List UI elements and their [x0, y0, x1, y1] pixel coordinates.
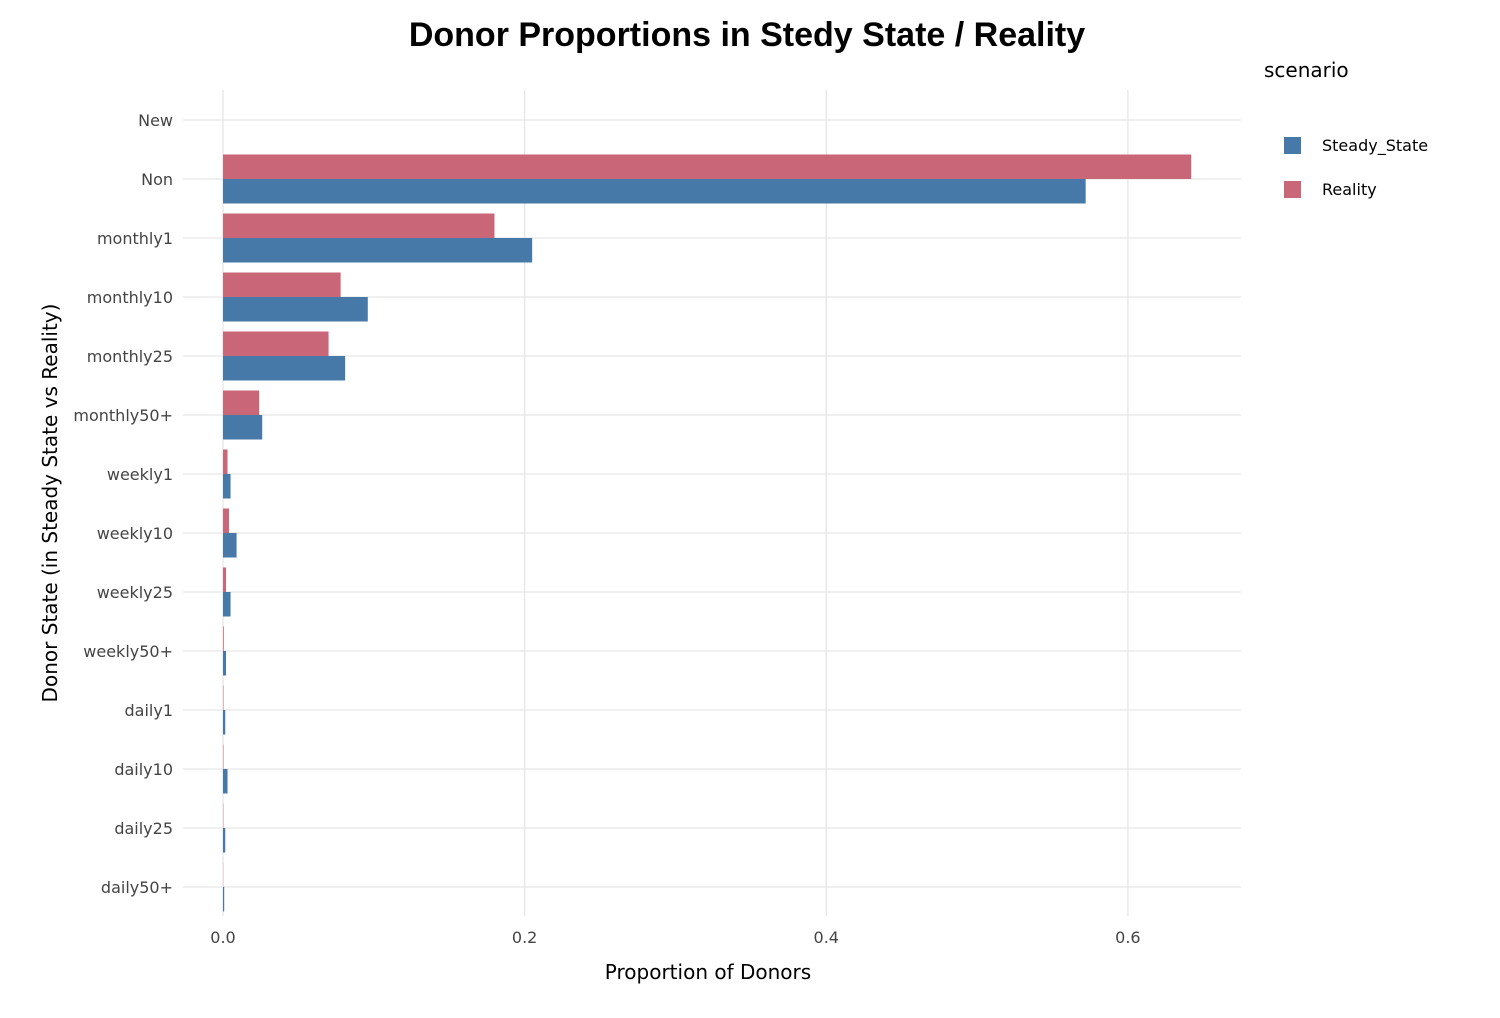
y-tick-label: monthly25 [87, 347, 173, 366]
y-tick-label: weekly50+ [83, 642, 173, 661]
y-tick-label: Non [141, 170, 173, 189]
bar-steady-state-daily50plus [223, 887, 225, 912]
bars [223, 154, 1192, 912]
x-axis-title: Proportion of Donors [605, 960, 811, 984]
legend-swatch-reality [1284, 181, 1301, 198]
bar-steady-state-monthly10 [223, 297, 368, 322]
x-tick-label: 0.2 [512, 928, 537, 947]
y-tick-label: weekly25 [97, 583, 173, 602]
y-tick-label: weekly1 [107, 465, 173, 484]
legend-swatch-steady-state [1284, 137, 1301, 154]
bar-steady-state-monthly50plus [223, 415, 263, 440]
y-axis-tick-labels: New Non monthly1 monthly10 monthly25 monthly5… [73, 111, 173, 897]
x-tick-label: 0.0 [210, 928, 235, 947]
y-tick-label: monthly1 [97, 229, 173, 248]
y-tick-label: daily25 [114, 819, 173, 838]
bar-steady-state-weekly25 [223, 592, 231, 617]
bar-steady-state-monthly25 [223, 356, 346, 381]
y-tick-label: daily1 [125, 701, 174, 720]
y-tick-label: monthly50+ [73, 406, 173, 425]
bar-reality-monthly10 [223, 272, 341, 297]
bar-reality-weekly25 [223, 567, 227, 592]
legend-items: Steady_State Reality [1284, 136, 1428, 199]
y-tick-label: daily50+ [101, 878, 173, 897]
bar-steady-state-monthly1 [223, 238, 533, 263]
bar-reality-Non [223, 154, 1192, 179]
x-axis-tick-labels: 0.0 0.2 0.4 0.6 [210, 928, 1140, 947]
legend-label: Steady_State [1322, 136, 1428, 156]
legend: scenario Steady_State Reality [1264, 58, 1428, 199]
y-tick-label: daily10 [114, 760, 173, 779]
y-tick-label: monthly10 [87, 288, 173, 307]
bar-reality-monthly25 [223, 331, 329, 356]
bar-reality-weekly10 [223, 508, 230, 533]
legend-title: scenario [1264, 58, 1349, 82]
x-tick-label: 0.6 [1115, 928, 1140, 947]
bar-reality-monthly1 [223, 213, 495, 238]
y-tick-label: New [138, 111, 173, 130]
bar-reality-weekly1 [223, 449, 228, 474]
y-axis-title: Donor State (in Steady State vs Reality) [38, 304, 62, 703]
y-tick-label: weekly10 [97, 524, 173, 543]
bar-steady-state-weekly50plus [223, 651, 227, 676]
bar-steady-state-daily25 [223, 828, 226, 853]
bar-steady-state-weekly10 [223, 533, 237, 558]
bar-steady-state-daily10 [223, 769, 228, 794]
bar-reality-weekly50plus [223, 626, 224, 651]
chart-title: Donor Proportions in Stedy State / Reali… [409, 16, 1085, 54]
x-tick-label: 0.4 [814, 928, 839, 947]
bar-steady-state-daily1 [223, 710, 226, 735]
bar-reality-monthly50plus [223, 390, 260, 415]
legend-label: Reality [1322, 180, 1377, 199]
bar-steady-state-weekly1 [223, 474, 231, 499]
bar-steady-state-Non [223, 179, 1086, 204]
